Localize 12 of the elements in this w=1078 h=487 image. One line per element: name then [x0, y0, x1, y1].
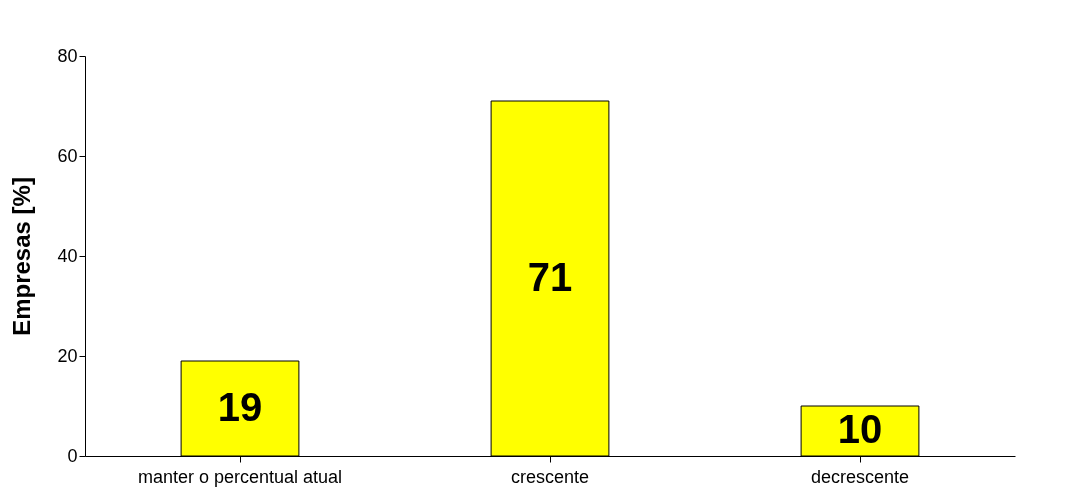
data-label: 71: [527, 254, 573, 299]
y-tick-label: 40: [57, 245, 78, 266]
x-tick-label: crescente: [510, 466, 590, 487]
data-label: 10: [837, 407, 883, 451]
x-tick-label: decrescente: [810, 466, 910, 487]
x-tick-label: manter o percentual atual: [137, 466, 343, 487]
y-tick-label: 20: [57, 345, 78, 366]
y-tick-label: 60: [57, 145, 78, 166]
y-axis-title: Empresas [%]: [8, 177, 36, 336]
y-tick-label: 80: [57, 45, 78, 66]
y-tick-label: 0: [67, 445, 78, 466]
data-label: 19: [217, 384, 263, 429]
